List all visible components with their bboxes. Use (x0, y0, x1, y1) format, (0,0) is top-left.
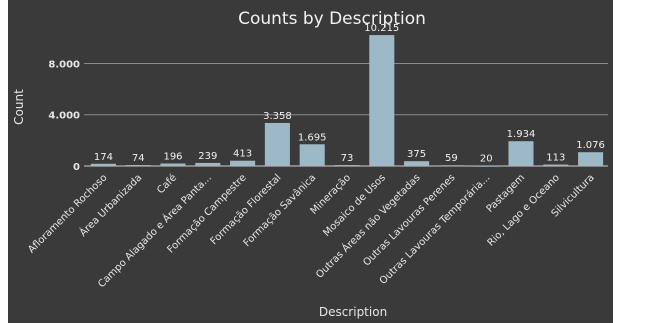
x-tick-label: Mosaico de Usos (321, 172, 388, 239)
data-label: 3.358 (263, 111, 292, 122)
bar (473, 165, 499, 167)
bar (578, 152, 604, 166)
data-label: 174 (94, 152, 113, 163)
data-label: 20 (480, 154, 493, 165)
bar (334, 165, 360, 167)
data-label: 1.076 (576, 140, 605, 151)
bar (438, 165, 464, 167)
data-labels: 174 74 196 239 413 3.358 1.695 73 10.215 375 59 20 1… (94, 23, 605, 165)
bar (508, 141, 534, 166)
bar (543, 164, 569, 166)
bar-chart: 174 74 196 239 413 3.358 1.695 73 10.215 375 59 20 1… (12, 9, 608, 319)
data-label: 73 (341, 153, 354, 164)
chart-title: Counts by Description (238, 9, 426, 29)
x-axis-label: Description (319, 305, 387, 319)
bar (125, 165, 151, 167)
y-tick-label: 0 (73, 162, 80, 173)
bar (90, 163, 116, 166)
y-tick-label: 4.000 (48, 111, 80, 122)
y-tick-label: 8.000 (48, 59, 80, 70)
bar (230, 160, 256, 166)
data-label: 1.695 (298, 132, 327, 143)
data-label: 375 (407, 149, 426, 160)
y-axis-ticks: 0 4.000 8.000 (48, 59, 80, 173)
data-label: 59 (445, 153, 458, 164)
y-axis-label: Count (12, 89, 26, 125)
bar (195, 162, 221, 166)
bar (299, 144, 325, 166)
bar (404, 161, 430, 166)
data-label: 1.934 (507, 129, 536, 140)
bar (160, 163, 186, 166)
x-tick-label: Café (155, 172, 180, 197)
data-label: 239 (198, 151, 217, 162)
bars (90, 35, 604, 167)
data-label: 196 (163, 151, 182, 162)
data-label: 113 (546, 153, 565, 164)
data-label: 74 (132, 153, 145, 164)
bar (369, 35, 395, 166)
data-label: 10.215 (364, 23, 399, 34)
bar (264, 122, 290, 166)
data-label: 413 (233, 149, 252, 160)
chart-panel: 174 74 196 239 413 3.358 1.695 73 10.215 375 59 20 1… (8, 0, 613, 323)
x-tick-label: Área Urbanizada (76, 171, 144, 239)
